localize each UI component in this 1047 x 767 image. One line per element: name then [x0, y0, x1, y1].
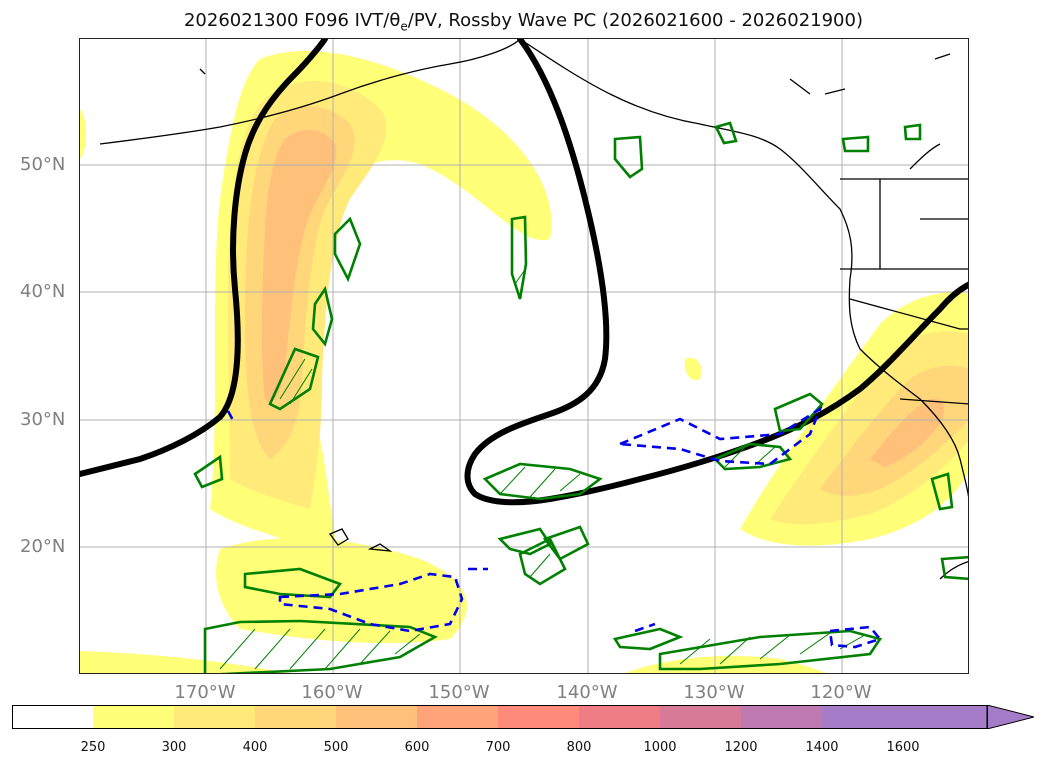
colorbar-tick-800: 800 [566, 740, 592, 755]
graticule [80, 39, 968, 673]
colorbar-tick-1000: 1000 [643, 740, 677, 755]
colorbar-cell [336, 705, 417, 729]
pv-contours [80, 39, 968, 506]
colorbar-cell [417, 705, 498, 729]
colorbar-extend-arrow [986, 705, 1034, 729]
colorbar-cell [579, 705, 660, 729]
lon-label-150w: 150°W [428, 682, 490, 703]
lat-label-40n: 40°N [20, 281, 66, 302]
colorbar-tick-600: 600 [404, 740, 430, 755]
lon-label-170w: 170°W [174, 682, 236, 703]
colorbar-tick-1600: 1600 [886, 740, 920, 755]
lon-label-120w: 120°W [810, 682, 872, 703]
colorbar-cell [741, 705, 822, 729]
lon-label-140w: 140°W [556, 682, 618, 703]
ivt-region-bottom-center [625, 655, 826, 673]
ivt-region-southern-band [216, 538, 467, 644]
colorbar-cell [822, 705, 987, 729]
lat-label-30n: 30°N [20, 409, 66, 430]
map-title: 2026021300 F096 IVT/θe/PV, Rossby Wave P… [183, 10, 863, 34]
colorbar-cell [93, 705, 174, 729]
ivt-shading [80, 50, 968, 673]
colorbar-tick-700: 700 [485, 740, 511, 755]
colorbar-tick-400: 400 [242, 740, 268, 755]
lon-label-130w: 130°W [683, 682, 745, 703]
coastlines [99, 39, 968, 580]
ivt-colorbar [12, 705, 1034, 729]
ivt-region-bottom-left [80, 651, 289, 673]
theta-e-hatching [219, 270, 866, 670]
map-canvas [80, 39, 968, 673]
lat-label-20n: 20°N [20, 536, 66, 557]
ivt-region-western-plume-inner3 [261, 129, 337, 403]
pv-contour-trough [464, 39, 968, 506]
colorbar-cell [498, 705, 579, 729]
colorbar-cell [255, 705, 336, 729]
ivt-region-left-edge [80, 109, 86, 159]
pv-contour-west [80, 39, 328, 477]
colorbar-cell [12, 705, 93, 729]
colorbar-tick-500: 500 [323, 740, 349, 755]
colorbar-tick-1400: 1400 [805, 740, 839, 755]
lon-label-160w: 160°W [301, 682, 363, 703]
colorbar-tick-300: 300 [161, 740, 187, 755]
map-panel [79, 38, 969, 674]
dashed-contours [226, 405, 883, 649]
colorbar-cell [660, 705, 741, 729]
lat-label-50n: 50°N [20, 154, 66, 175]
ivt-region-small-patch [684, 357, 702, 381]
colorbar-cell [174, 705, 255, 729]
colorbar-tick-1200: 1200 [724, 740, 758, 755]
ivt-region-eastern-plume-inner3 [870, 398, 945, 467]
colorbar-tick-250: 250 [80, 740, 106, 755]
